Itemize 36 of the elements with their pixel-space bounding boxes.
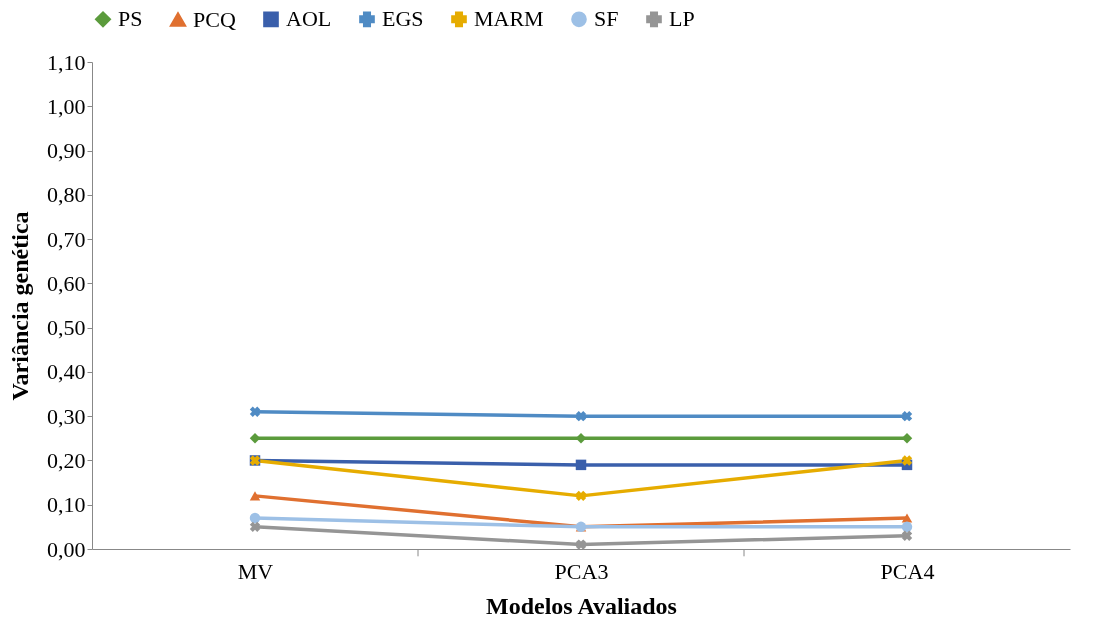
y-axis-title: Variância genética xyxy=(7,211,33,401)
y-tick-label: 0,30 xyxy=(47,403,86,429)
point xyxy=(901,410,913,422)
point xyxy=(249,491,261,501)
x-tick-label: MV xyxy=(237,558,274,584)
point xyxy=(249,406,261,417)
point xyxy=(575,459,587,471)
y-tick-label: 0,70 xyxy=(47,226,86,252)
point xyxy=(901,455,913,466)
legend-label: AOL xyxy=(286,6,332,32)
y-tick-label: 0,10 xyxy=(47,492,86,518)
y-tick-label: 0,80 xyxy=(47,182,86,208)
point xyxy=(575,490,587,502)
y-tick-label: 0,90 xyxy=(47,138,86,164)
y-tick-label: 0,20 xyxy=(47,447,86,473)
y-tick-label: 0,60 xyxy=(47,270,86,296)
y-tick-label: 1,10 xyxy=(47,49,86,75)
legend-label: MARM xyxy=(474,6,544,32)
point xyxy=(901,530,913,541)
y-tick-label: 0,50 xyxy=(47,315,86,341)
legend-label: LP xyxy=(669,6,695,32)
legend-label: PCQ xyxy=(193,6,236,32)
y-tick-label: 0,40 xyxy=(47,359,86,385)
x-tick-label: PCA4 xyxy=(880,558,935,584)
x-tick-label: PCA3 xyxy=(554,558,609,584)
legend-label: EGS xyxy=(382,6,424,32)
point xyxy=(575,539,587,550)
legend-label: SF xyxy=(594,6,619,32)
point xyxy=(901,521,913,533)
y-tick-label: 1,00 xyxy=(47,93,86,119)
legend-label: PS xyxy=(118,6,143,32)
x-axis-title: Modelos Avaliados xyxy=(486,592,677,619)
point xyxy=(249,512,261,524)
point xyxy=(249,521,261,533)
point xyxy=(575,410,587,422)
y-tick-label: 0,00 xyxy=(47,536,86,562)
